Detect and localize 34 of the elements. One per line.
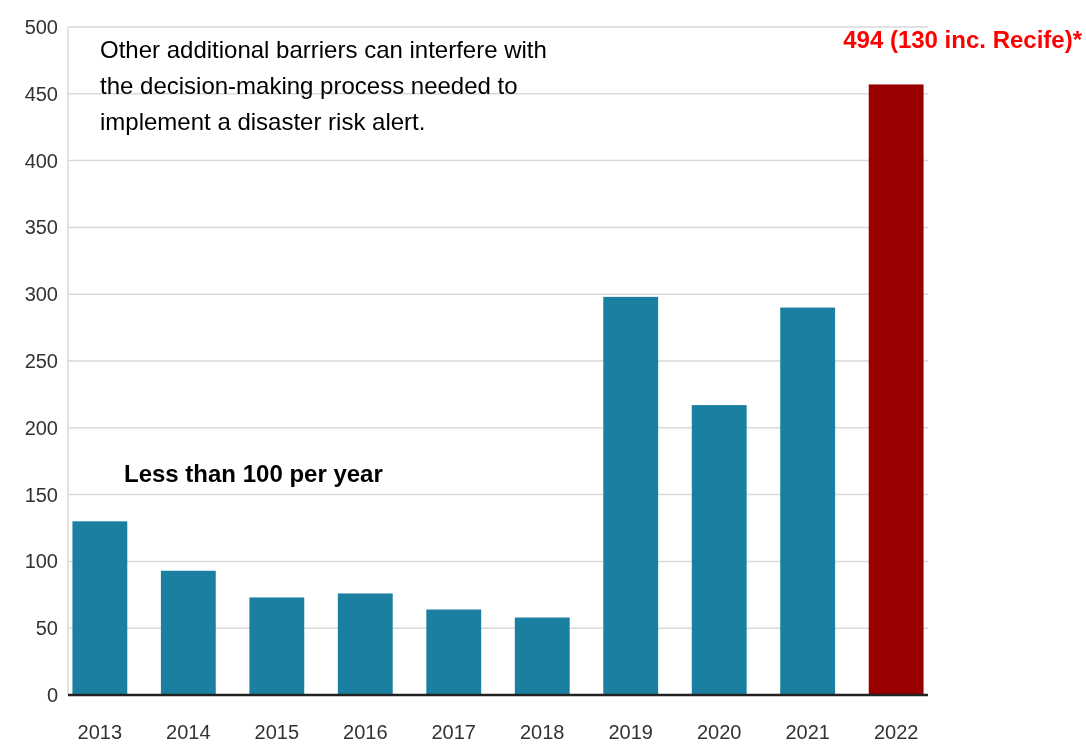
y-tick-label: 50 [35,617,58,640]
y-tick-label: 200 [24,416,58,439]
x-tick-label: 2014 [166,721,211,743]
y-tick-label: 450 [24,82,58,105]
x-tick-label: 2018 [519,721,565,743]
x-tick-label: 2013 [77,721,123,743]
y-tick-label: 100 [24,550,58,573]
y-tick-label: 350 [24,216,58,239]
bar [249,597,305,695]
bar [868,84,924,695]
x-tick-label: 2021 [785,721,830,743]
y-tick-label: 400 [24,149,58,172]
annotation: Other additional barriers can interfere with the decision-making process needed to implement a disaster risk alert. [100,36,547,135]
y-tick-label: 300 [24,283,58,306]
annotation: Less than 100 per year [124,460,383,487]
y-tick-label: 250 [24,350,58,372]
bar [426,609,482,695]
bar [337,593,393,695]
y-tick-label: 0 [46,684,58,706]
bar [603,296,659,695]
bar [780,307,836,695]
x-tick-label: 2016 [343,721,388,743]
x-tick-label: 2015 [254,721,300,743]
bar [160,570,216,695]
bar [691,405,747,695]
x-tick-label: 2022 [873,721,919,743]
y-tick-label: 150 [24,483,58,506]
x-tick-label: 2020 [696,721,742,743]
bar [514,617,570,695]
bar [72,521,128,695]
x-tick-label: 2017 [431,721,477,743]
x-tick-label: 2019 [608,721,653,743]
y-tick-label: 500 [24,16,58,38]
annotation: 494 (130 inc. Recife)* [843,26,1083,54]
